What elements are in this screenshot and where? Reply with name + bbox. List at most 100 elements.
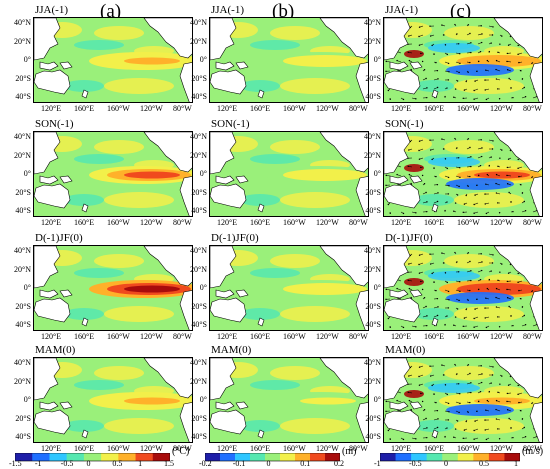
field-patch <box>94 26 144 40</box>
wind-vector-head <box>389 326 391 328</box>
wind-vector-head <box>408 149 410 151</box>
wind-vector-head <box>458 71 460 74</box>
wind-vector-head <box>418 149 420 152</box>
wind-vector-head <box>459 167 461 169</box>
land-new-guinea <box>235 289 249 298</box>
land-new-guinea <box>409 289 423 298</box>
equatorial-anomaly <box>124 285 180 293</box>
wind-vector-head <box>459 290 461 293</box>
wind-vector-head <box>454 251 456 254</box>
land-south-america <box>179 402 192 442</box>
wind-vector-head <box>463 203 466 205</box>
latitude-label: 20°N <box>14 36 31 46</box>
wind-vector-head <box>467 185 469 187</box>
wind-vector-head <box>478 288 480 291</box>
land-north-america <box>493 132 542 173</box>
latitude-label: 0° <box>199 55 207 64</box>
wind-vector-head <box>491 34 494 36</box>
land-north-america <box>493 358 542 399</box>
wind-vector-head <box>458 299 460 302</box>
wind-vector-head <box>508 417 510 420</box>
wind-vector-head <box>481 33 483 35</box>
latitude-label: 20°N <box>190 376 207 386</box>
land-south-america <box>355 176 368 216</box>
wind-negative-band <box>446 64 514 76</box>
wind-vector-head <box>481 155 483 158</box>
land-new-zealand <box>431 203 439 213</box>
wind-vector-head <box>498 326 501 328</box>
wind-vector-head <box>447 419 450 421</box>
field-patch <box>280 192 350 208</box>
equatorial-anomaly <box>474 57 530 65</box>
wind-vector-head <box>459 393 461 395</box>
wind-vector-head <box>421 60 424 63</box>
field-patch <box>454 306 524 322</box>
wind-vector-head <box>479 50 482 53</box>
wind-vector-head <box>448 299 450 301</box>
wind-vector-head <box>510 201 512 203</box>
latitude-label: 40°N <box>14 246 31 255</box>
latitude-label: 0° <box>373 169 381 178</box>
wind-vector-head <box>501 35 503 37</box>
wind-vector-head <box>467 138 470 140</box>
wind-vector-head <box>454 316 457 318</box>
wind-vector-head <box>473 203 475 206</box>
latitude-label: 0° <box>23 283 31 292</box>
wind-vector-head <box>446 315 448 317</box>
wind-vector-head <box>473 429 475 432</box>
season-label: JJA(-1) <box>385 4 418 16</box>
wind-vector-head <box>510 427 512 429</box>
land-asia <box>34 18 61 61</box>
latitude-label: 40°N <box>364 358 381 367</box>
land-new-zealand <box>257 317 265 327</box>
colorbar-swatch <box>235 453 251 461</box>
land-south-america <box>179 62 192 102</box>
land-asia <box>210 18 237 61</box>
wind-vector-head <box>459 281 461 283</box>
wind-vector-head <box>425 191 427 194</box>
longitude-label: 120°W <box>316 332 339 341</box>
wind-vector-head <box>510 315 512 317</box>
land-new-guinea <box>235 175 249 184</box>
map-frame <box>33 357 193 443</box>
land-new-zealand <box>257 429 265 439</box>
wind-vector-head <box>476 70 478 73</box>
wind-vector-head <box>519 409 522 412</box>
field-patch <box>94 140 144 154</box>
wind-vector-head <box>418 263 420 266</box>
wind-vector-head <box>453 210 455 212</box>
wind-vector-head <box>446 281 449 284</box>
wind-vector-head <box>473 98 475 100</box>
wind-vector-head <box>501 263 503 265</box>
wind-vector-head <box>429 35 432 37</box>
wind-vector-head <box>447 176 450 179</box>
wind-vector-head <box>387 317 390 320</box>
wind-vector-head <box>426 87 428 89</box>
wind-vector-head <box>429 149 432 151</box>
longitude-label: 120°W <box>140 444 163 453</box>
wind-vector-head <box>429 139 431 141</box>
wind-positive-spot <box>404 390 424 398</box>
longitude-label: 120°E <box>391 332 412 341</box>
longitude-label: 80°W <box>523 332 542 341</box>
wind-vector-head <box>499 43 501 45</box>
colorbar-wrap <box>379 450 521 468</box>
land-australia <box>210 297 247 323</box>
field-patch <box>64 420 104 432</box>
latitude-label: 20°N <box>190 36 207 46</box>
wind-vector-head <box>518 175 520 178</box>
latitude-label: 20°N <box>190 150 207 160</box>
wind-vector-head <box>458 411 460 414</box>
wind-vector-head <box>490 156 492 158</box>
wind-vector-head <box>444 44 447 46</box>
longitude-label: 80°W <box>349 104 368 113</box>
season-label: SON(-1) <box>35 118 74 130</box>
wind-vector-head <box>441 138 443 140</box>
wind-vector-head <box>484 307 486 309</box>
latitude-label: 40°S <box>191 92 207 101</box>
wind-vector-head <box>485 69 487 71</box>
wind-vector-head <box>467 299 469 301</box>
wind-vector-head <box>506 166 509 169</box>
land-asia <box>384 246 411 289</box>
wind-vector-head <box>495 173 498 176</box>
